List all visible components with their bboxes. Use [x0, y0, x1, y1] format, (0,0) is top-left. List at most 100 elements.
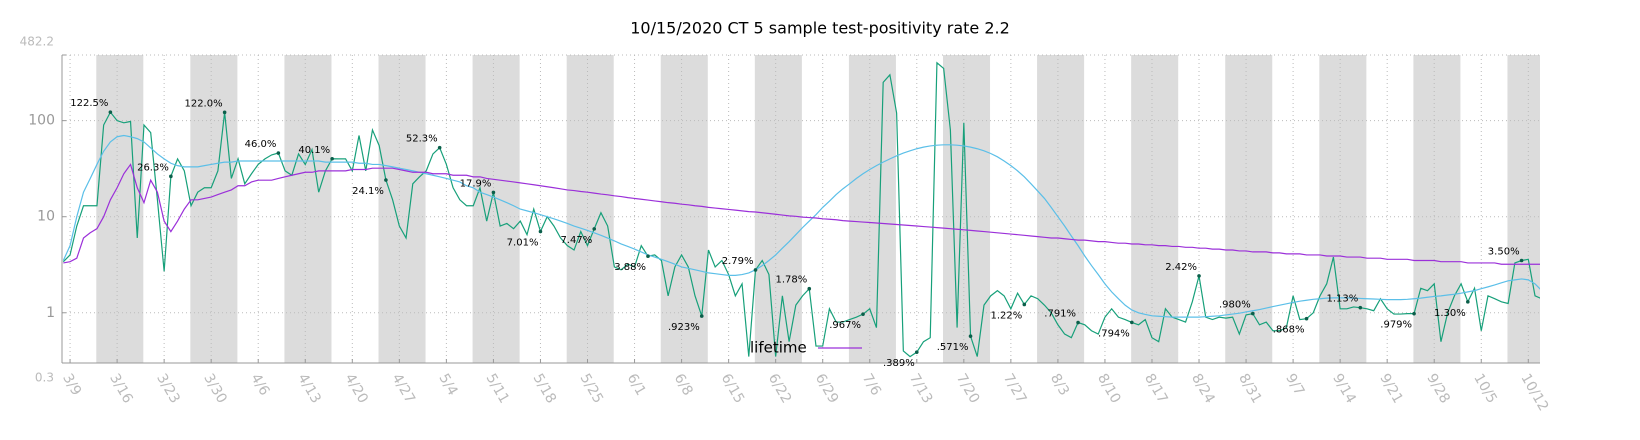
point-marker	[1250, 311, 1255, 316]
x-tick-label: 8/3	[1047, 371, 1072, 399]
week-band	[472, 55, 520, 363]
point-marker	[1412, 311, 1416, 316]
week-band	[1131, 55, 1179, 363]
point-marker	[1197, 274, 1201, 278]
x-tick-label: 3/30	[200, 371, 230, 406]
point-marker	[1130, 320, 1134, 325]
week-band	[1037, 55, 1085, 363]
week-band	[1319, 55, 1367, 363]
point-marker	[646, 254, 650, 259]
point-marker	[108, 110, 113, 114]
x-tick-label: 10/12	[1517, 371, 1551, 414]
x-tick-label: 7/20	[953, 371, 983, 406]
x-tick-label: 9/28	[1423, 371, 1453, 406]
value-label: 3.50%	[1488, 247, 1520, 258]
value-label: 52.3%	[406, 134, 438, 145]
x-tick-label: 8/31	[1235, 371, 1265, 406]
x-tick-label: 6/15	[718, 371, 748, 406]
value-label: 17.9%	[460, 178, 492, 189]
value-label: .791%	[1044, 309, 1076, 320]
x-tick-label: 7/13	[906, 371, 936, 406]
week-band	[566, 55, 614, 363]
x-tick-label: 5/4	[435, 371, 460, 399]
x-tick-label: 6/22	[765, 371, 795, 406]
point-marker	[538, 229, 543, 234]
value-label: 40.1%	[298, 145, 330, 156]
week-band	[754, 55, 802, 363]
x-tick-label: 7/6	[859, 371, 884, 399]
point-marker	[861, 312, 865, 316]
x-tick-label: 9/21	[1376, 371, 1406, 406]
x-tick-label: 4/13	[294, 371, 324, 406]
point-marker	[968, 334, 973, 338]
value-label: 3.88%	[614, 262, 646, 273]
value-label: 26.3%	[137, 162, 169, 173]
x-tick-label: 7/27	[1000, 371, 1030, 406]
y-tick-label: 1	[46, 305, 55, 321]
legend-label: lifetime	[750, 339, 807, 357]
x-tick-label: 4/27	[388, 371, 418, 406]
value-label: .794%	[1098, 328, 1130, 339]
x-tick-label: 5/18	[530, 371, 560, 406]
point-marker	[491, 190, 496, 195]
value-label: .571%	[937, 342, 969, 353]
y-tick-label: 100	[28, 113, 55, 129]
value-label: 122.0%	[184, 98, 222, 109]
x-tick-label: 5/11	[482, 371, 512, 406]
x-tick-label: 8/24	[1188, 371, 1218, 406]
value-label: 7.01%	[507, 238, 539, 249]
point-marker	[169, 174, 173, 179]
point-marker	[592, 227, 597, 231]
x-tick-label: 8/17	[1141, 371, 1171, 406]
value-label: 7.47%	[560, 235, 592, 246]
x-tick-label: 9/7	[1282, 371, 1307, 399]
point-marker	[1304, 316, 1309, 321]
point-marker	[699, 314, 704, 318]
point-marker	[807, 286, 812, 291]
value-label: 1.30%	[1434, 308, 1466, 319]
value-label: 2.42%	[1165, 262, 1197, 273]
x-tick-label: 6/1	[624, 371, 649, 399]
point-marker	[1022, 302, 1027, 307]
point-marker	[222, 110, 227, 115]
value-label: .980%	[1219, 300, 1251, 311]
point-marker	[914, 350, 919, 354]
value-label: 2.79%	[722, 256, 754, 267]
series-line	[63, 163, 1540, 265]
point-marker	[276, 151, 281, 155]
x-tick-label: 4/20	[341, 371, 371, 406]
point-marker	[1358, 305, 1363, 310]
point-marker	[1076, 320, 1080, 325]
point-marker	[1519, 258, 1524, 263]
value-label: .923%	[668, 322, 700, 333]
value-label: 46.0%	[245, 139, 277, 150]
value-label: 1.13%	[1327, 294, 1359, 305]
x-tick-label: 6/8	[671, 371, 696, 399]
value-label: 1.22%	[991, 310, 1023, 321]
x-tick-label: 3/9	[59, 371, 84, 399]
plot-area	[62, 61, 1540, 358]
value-label: .967%	[829, 320, 861, 331]
point-marker	[437, 145, 442, 150]
value-label: 24.1%	[352, 186, 384, 197]
point-marker	[330, 156, 334, 161]
chart-title: 10/15/2020 CT 5 sample test-positivity r…	[630, 19, 1010, 38]
x-tick-label: 6/29	[812, 371, 842, 406]
x-tick-label: 5/25	[577, 371, 607, 406]
series-line	[62, 134, 1540, 318]
week-band	[378, 55, 426, 363]
value-label: .389%	[883, 358, 915, 369]
value-label: .868%	[1273, 325, 1305, 336]
week-band	[284, 55, 332, 363]
x-tick-label: 10/5	[1470, 371, 1500, 406]
y-tick-label: 10	[37, 209, 55, 225]
x-tick-label: 9/14	[1329, 371, 1359, 406]
y-tick-label: 0.3	[35, 371, 54, 385]
value-label: 122.5%	[70, 98, 108, 109]
x-tick-label: 8/10	[1094, 371, 1124, 406]
value-label: .979%	[1380, 320, 1412, 331]
value-label: 1.78%	[775, 275, 807, 286]
point-marker	[753, 268, 758, 272]
week-band	[1507, 55, 1540, 363]
